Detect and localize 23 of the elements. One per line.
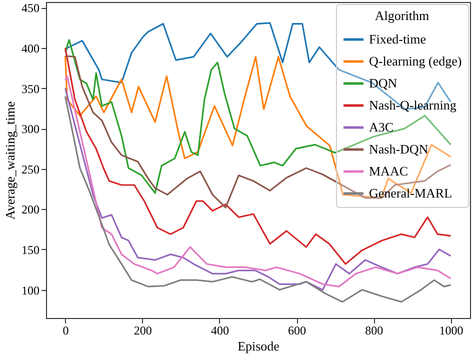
y-tick-label: 450	[22, 1, 40, 16]
legend-label: Fixed-time	[369, 32, 426, 46]
legend-label: DQN	[369, 76, 398, 90]
x-tick-label: 600	[288, 324, 306, 338]
x-tick-label: 400	[210, 324, 229, 338]
legend-label: Nash-DQN	[369, 142, 429, 156]
y-tick-label: 300	[22, 122, 40, 136]
y-tick-label: 200	[22, 202, 40, 217]
y-tick-label: 100	[22, 283, 40, 298]
x-tick-label: 200	[134, 324, 152, 338]
x-tick-label: 1000	[439, 324, 464, 338]
y-tick-label: 400	[22, 41, 40, 56]
x-tick-label: 800	[365, 324, 384, 338]
y-tick-label: 150	[22, 242, 40, 257]
y-tick-label: 250	[22, 162, 40, 176]
x-axis-title: Episode	[238, 338, 280, 354]
legend-label: MAAC	[369, 164, 408, 178]
x-tick-label: 0	[62, 324, 69, 338]
legend-label: A3C	[369, 120, 394, 134]
legend-label: Q-learning (edge)	[369, 54, 462, 68]
y-tick-label: 350	[22, 82, 40, 96]
y-axis-title: Average_waiting_time	[2, 101, 18, 220]
legend-title: Algorithm	[374, 8, 430, 23]
